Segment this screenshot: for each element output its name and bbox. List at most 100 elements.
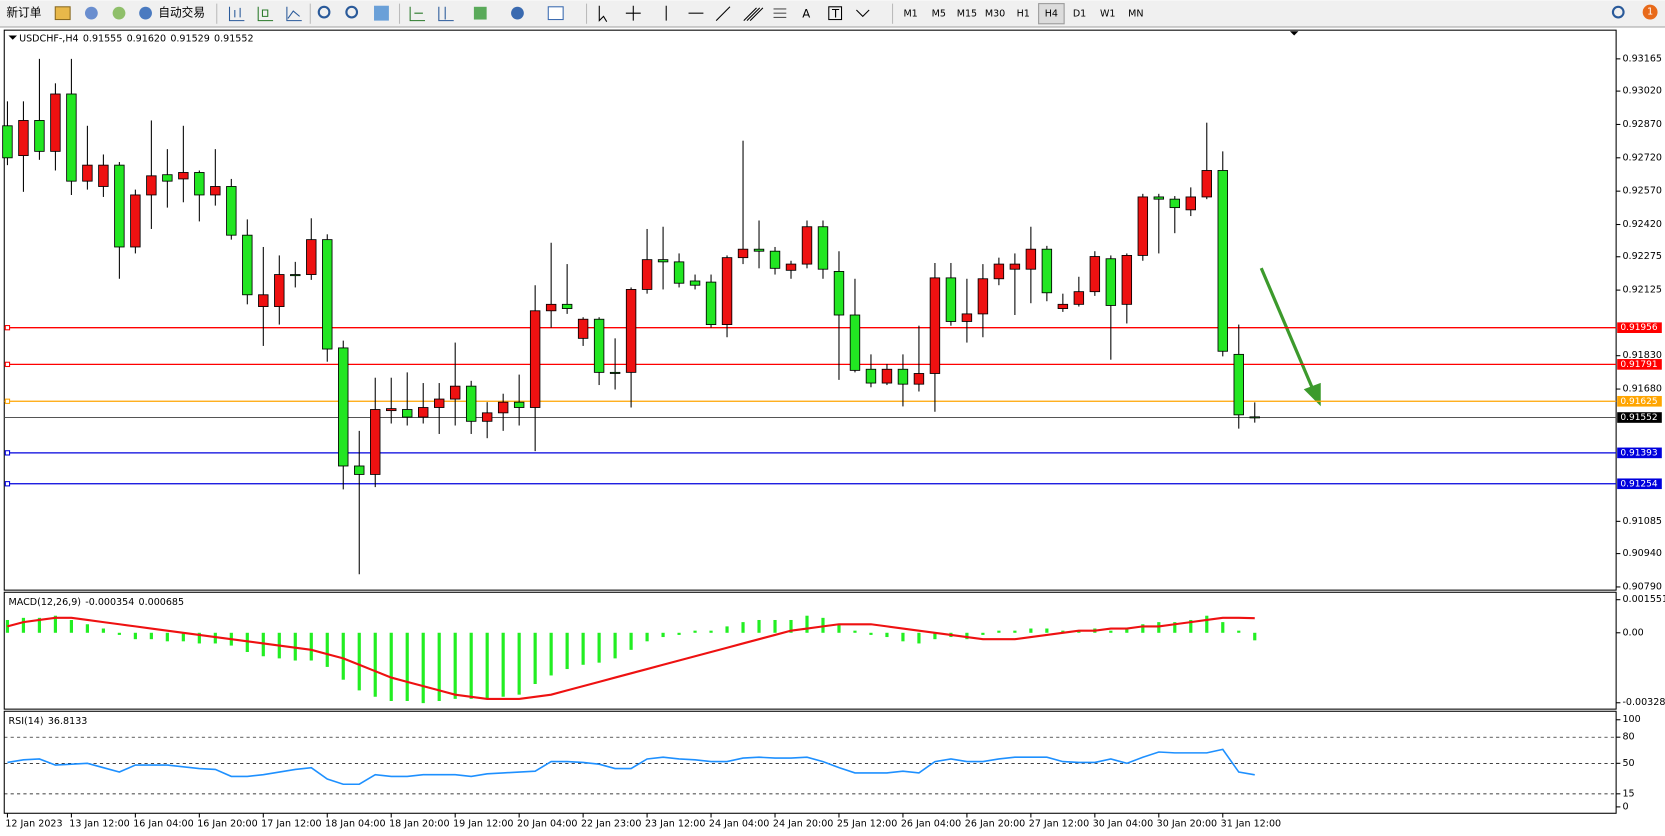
toolbar: 新订单 自动交易 A T (0, 0, 1665, 28)
toolbar-bg (0, 0, 1665, 27)
y-tick-label: 0.92870 (1622, 119, 1661, 130)
timeframe-button[interactable]: D1 (1073, 9, 1086, 20)
macd-panel (3, 591, 1617, 710)
candle-body (929, 277, 941, 374)
icon[interactable] (228, 6, 245, 22)
timeframe-button[interactable]: M30 (985, 9, 1005, 20)
text-tool[interactable]: A (802, 7, 810, 21)
icon[interactable] (54, 6, 71, 21)
x-tick-label: 13 Jan 12:00 (69, 818, 129, 829)
crosshair[interactable] (625, 5, 641, 21)
notification-badge[interactable] (1642, 4, 1658, 20)
arrow-shaft (1259, 267, 1315, 391)
candle-body (338, 347, 349, 467)
candle-body (609, 371, 621, 374)
candle-body (785, 263, 797, 271)
y-tick-label: 0.91085 (1622, 516, 1661, 527)
candle-body (833, 271, 845, 316)
ohlc-value: 0.91529 (170, 33, 209, 44)
icon[interactable] (139, 6, 152, 20)
level-label: 0.91791 (1620, 360, 1657, 370)
fibo[interactable] (773, 8, 787, 18)
y-tick-label: 0.92125 (1622, 285, 1661, 296)
x-tick-label: 23 Jan 12:00 (645, 818, 705, 829)
level-handle (4, 325, 11, 331)
candle-body (402, 409, 413, 418)
level-label-bg (1617, 478, 1662, 490)
indicator-header: RSI(14) 36.8133 (9, 715, 88, 726)
icon[interactable] (409, 6, 426, 22)
candle-body (290, 274, 301, 277)
indicator-value: -0.000354 (85, 596, 134, 607)
level-label: 0.91956 (1620, 323, 1658, 333)
label-tool-box[interactable] (828, 6, 843, 21)
candle-body (1249, 416, 1260, 419)
timeframe-button[interactable]: H1 (1017, 9, 1030, 20)
icon[interactable] (112, 6, 126, 20)
y-tick-label: 0.93165 (1622, 53, 1661, 64)
level-label: 0.91393 (1620, 448, 1658, 458)
candle-body (210, 186, 221, 196)
candle-body (753, 248, 765, 252)
bid-label: 0.91552 (1620, 413, 1657, 423)
trend-line[interactable] (715, 6, 731, 21)
x-tick-label: 24 Jan 04:00 (709, 818, 769, 829)
candle-body (545, 303, 557, 312)
candle-body (18, 120, 29, 157)
candle-body (625, 289, 637, 373)
candle-body (913, 373, 925, 385)
arrows-tool[interactable] (856, 9, 870, 18)
auto-trading-button[interactable]: 自动交易 (158, 6, 205, 20)
candle-body (194, 172, 205, 196)
zoom-in[interactable] (317, 5, 331, 19)
y-tick-label: 15 (1622, 788, 1634, 799)
cursor[interactable] (598, 5, 608, 22)
level-handle (4, 398, 11, 404)
zoom-out[interactable] (345, 5, 359, 19)
y-tick-label: 0.92720 (1622, 152, 1661, 163)
rsi-panel (3, 710, 1617, 814)
channel[interactable] (743, 7, 764, 21)
candle-body (865, 368, 877, 384)
icon[interactable] (473, 6, 487, 20)
search[interactable] (1611, 5, 1625, 19)
icon[interactable] (85, 6, 98, 20)
timeframe-button[interactable]: MN (1128, 9, 1143, 20)
timeframe-button[interactable]: M1 (903, 9, 917, 20)
main-panel (3, 29, 1617, 591)
active-timeframe[interactable] (1038, 3, 1065, 25)
icon[interactable] (286, 6, 302, 22)
candle-body (178, 172, 189, 180)
icon[interactable] (511, 6, 524, 20)
icon[interactable] (547, 6, 564, 21)
timeframe-button[interactable]: H4 (1045, 9, 1058, 20)
candle-body (993, 263, 1005, 280)
y-tick-label: 80 (1622, 732, 1634, 743)
timeframe-button[interactable]: M5 (932, 9, 946, 20)
x-tick-label: 31 Jan 12:00 (1221, 818, 1281, 829)
icon[interactable] (374, 5, 389, 21)
label-tool[interactable]: T (831, 7, 840, 21)
candle-body (114, 164, 125, 248)
icon[interactable] (257, 6, 274, 22)
level-label-bg (1617, 447, 1662, 459)
candle-body (641, 259, 653, 290)
timeframe-button[interactable]: M15 (957, 9, 977, 20)
candle-body (737, 248, 749, 259)
candle-body (1057, 303, 1069, 309)
candle-body (881, 368, 893, 384)
candle-body (673, 261, 685, 284)
y-tick-label: 0.001551 (1622, 594, 1665, 605)
y-tick-label: -0.00328 (1622, 697, 1665, 708)
annotation-arrow (1259, 267, 1321, 407)
candle-body (481, 412, 493, 422)
candle-body (513, 401, 525, 408)
new-order-button[interactable]: 新订单 (6, 6, 41, 20)
icon[interactable] (438, 6, 454, 22)
candle-body (1089, 256, 1101, 293)
candle-body (1121, 254, 1133, 305)
candle-body (497, 401, 509, 414)
timeframe-button[interactable]: W1 (1100, 9, 1116, 20)
indicator-header: MACD(12,26,9) -0.000354 0.000685 (9, 596, 185, 607)
